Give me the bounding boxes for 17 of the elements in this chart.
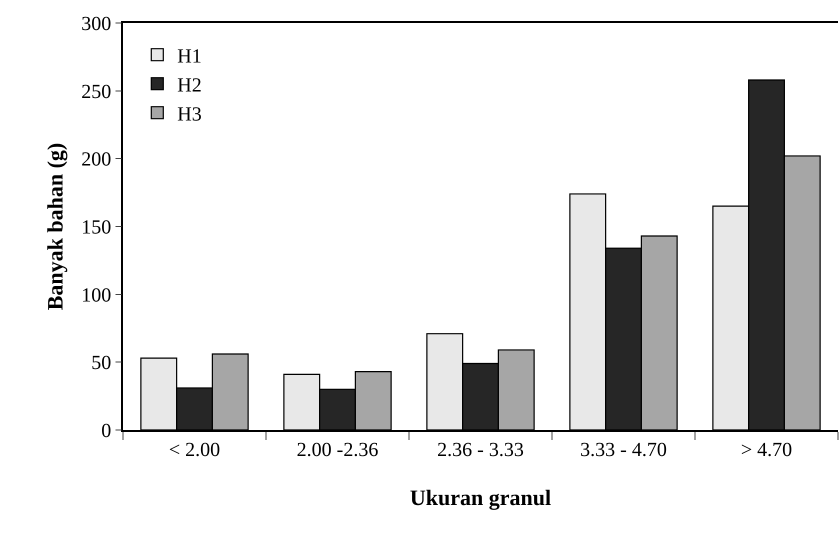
y-tick-label: 50 <box>91 352 112 374</box>
y-tick-label: 0 <box>101 420 112 442</box>
y-tick-label: 100 <box>81 284 112 306</box>
x-tick-label: > 4.70 <box>740 438 792 461</box>
x-tick-label: 2.36 - 3.33 <box>437 438 524 461</box>
x-axis-title: Ukuran granul <box>410 485 552 510</box>
y-axis-title: Banyak bahan (g) <box>42 142 68 310</box>
x-tick-label: < 2.00 <box>168 438 220 461</box>
x-tick-label: 3.33 - 4.70 <box>580 438 667 461</box>
x-tick-label: 2.00 -2.36 <box>296 438 378 461</box>
legend-label: H1 <box>177 46 202 68</box>
y-tick-label: 150 <box>81 216 112 238</box>
y-tick-label: 250 <box>81 80 112 103</box>
legend-label: H3 <box>177 104 202 126</box>
legend-label: H2 <box>177 74 202 97</box>
y-tick-label: 300 <box>81 13 112 35</box>
y-tick-label: 200 <box>81 148 112 171</box>
